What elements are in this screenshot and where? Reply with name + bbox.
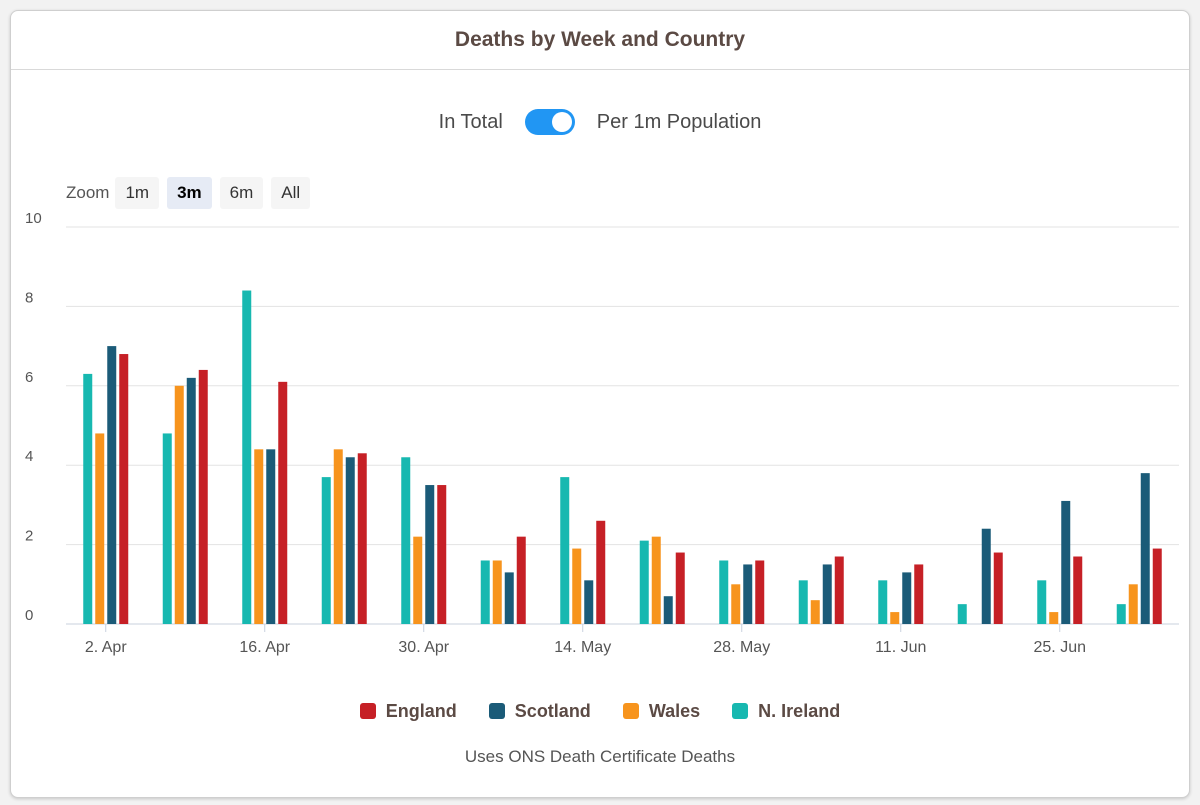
bar-england: [596, 520, 606, 624]
x-tick-label: 28. May: [713, 639, 770, 656]
bar-wales: [890, 612, 900, 624]
bar-england: [278, 381, 288, 624]
bar-england: [119, 354, 129, 624]
bar-england: [1073, 556, 1083, 624]
bar-england: [437, 485, 447, 624]
bar-wales: [572, 548, 582, 624]
legend-item-n-ireland[interactable]: N. Ireland: [732, 701, 840, 722]
bar-scotland: [1140, 473, 1150, 624]
bar-n-ireland: [83, 373, 93, 624]
bar-wales: [1049, 612, 1059, 624]
bar-n-ireland: [1116, 604, 1126, 624]
bar-wales: [1128, 584, 1138, 624]
bar-wales: [95, 433, 105, 624]
bar-wales: [810, 600, 820, 624]
y-tick-label: 8: [25, 289, 33, 306]
bar-n-ireland: [401, 457, 411, 624]
bar-n-ireland: [162, 433, 172, 624]
bar-england: [516, 536, 526, 624]
bar-scotland: [743, 564, 753, 624]
zoom-controls: Zoom 1m 3m 6m All: [66, 177, 318, 209]
y-tick-label: 0: [25, 607, 33, 624]
legend-label-wales: Wales: [648, 700, 701, 721]
legend-swatch-england: [359, 703, 376, 719]
bar-wales: [651, 536, 661, 624]
y-tick-label: 2: [25, 528, 33, 545]
x-tick-label: 14. May: [554, 639, 611, 656]
bar-scotland: [902, 572, 912, 624]
zoom-button-all[interactable]: All: [271, 177, 311, 209]
bar-england: [993, 552, 1003, 624]
bar-england: [914, 564, 924, 624]
y-tick-label: 6: [25, 369, 33, 386]
bar-england: [1152, 548, 1162, 624]
bar-scotland: [425, 485, 435, 624]
bar-england: [675, 552, 685, 624]
x-tick-label: 25. Jun: [1034, 639, 1086, 656]
bar-england: [834, 556, 844, 624]
legend-label-n-ireland: N. Ireland: [758, 700, 841, 721]
bar-england: [755, 560, 765, 624]
bar-scotland: [584, 580, 594, 624]
zoom-button-6m[interactable]: 6m: [219, 177, 264, 209]
bar-n-ireland: [798, 580, 808, 624]
y-tick-label: 4: [25, 448, 33, 465]
mode-toggle-row: In Total Per 1m Population: [11, 107, 1189, 137]
legend-swatch-n-ireland: [732, 703, 749, 719]
bar-scotland: [504, 572, 514, 624]
bar-n-ireland: [480, 560, 490, 624]
bar-scotland: [266, 449, 276, 624]
population-toggle-switch[interactable]: [524, 109, 575, 135]
zoom-label: Zoom: [66, 183, 110, 202]
x-tick-label: 30. Apr: [398, 639, 449, 656]
bar-england: [357, 453, 367, 624]
bar-n-ireland: [1037, 580, 1047, 624]
bar-scotland: [345, 457, 355, 624]
legend-item-wales[interactable]: Wales: [622, 700, 701, 722]
bar-wales: [254, 449, 264, 624]
source-credit: Uses ONS Death Certificate Deaths: [464, 747, 736, 766]
legend-swatch-wales: [622, 703, 639, 719]
bar-scotland: [1061, 500, 1071, 624]
x-tick-label: 2. Apr: [85, 639, 127, 656]
bar-scotland: [663, 596, 673, 624]
bar-n-ireland: [639, 540, 649, 624]
bar-england: [198, 369, 208, 624]
bar-wales: [731, 584, 741, 624]
bar-n-ireland: [321, 477, 331, 624]
bar-scotland: [107, 346, 117, 624]
x-tick-label: 16. Apr: [239, 639, 290, 656]
bar-wales: [174, 385, 184, 624]
bar-chart-plot: 0 2 4 6 8 10 2. Apr 16. Apr 30. Apr 14. May 28. Ma…: [25, 210, 1179, 656]
bar-wales: [492, 560, 502, 624]
zoom-button-1m[interactable]: 1m: [115, 177, 160, 209]
legend-item-england[interactable]: England: [359, 700, 457, 722]
legend-label-england: England: [385, 700, 457, 721]
toggle-label-per-million[interactable]: Per 1m Population: [596, 110, 762, 133]
bar-n-ireland: [719, 560, 729, 624]
bar-n-ireland: [242, 290, 252, 624]
chart-legend: England Scotland Wales N. Ireland: [11, 699, 1189, 723]
chart-card: Deaths by Week and Country In Total Per …: [10, 10, 1190, 798]
chart-header: Deaths by Week and Country: [11, 11, 1189, 70]
bar-wales: [333, 449, 343, 624]
x-tick-label: 11. Jun: [875, 639, 926, 656]
bar-scotland: [186, 377, 196, 624]
bar-n-ireland: [878, 580, 888, 624]
bar-n-ireland: [560, 477, 570, 624]
toggle-knob: [551, 112, 572, 132]
toggle-label-total[interactable]: In Total: [438, 110, 503, 133]
legend-label-scotland: Scotland: [514, 700, 591, 721]
bar-scotland: [822, 564, 832, 624]
bar-n-ireland: [957, 604, 967, 624]
legend-swatch-scotland: [488, 703, 505, 719]
bar-wales: [413, 536, 423, 624]
y-tick-label: 10: [25, 210, 42, 227]
bar-scotland: [981, 528, 991, 624]
legend-item-scotland[interactable]: Scotland: [488, 700, 591, 722]
zoom-button-3m[interactable]: 3m: [167, 177, 212, 209]
chart-title: Deaths by Week and Country: [454, 28, 746, 51]
